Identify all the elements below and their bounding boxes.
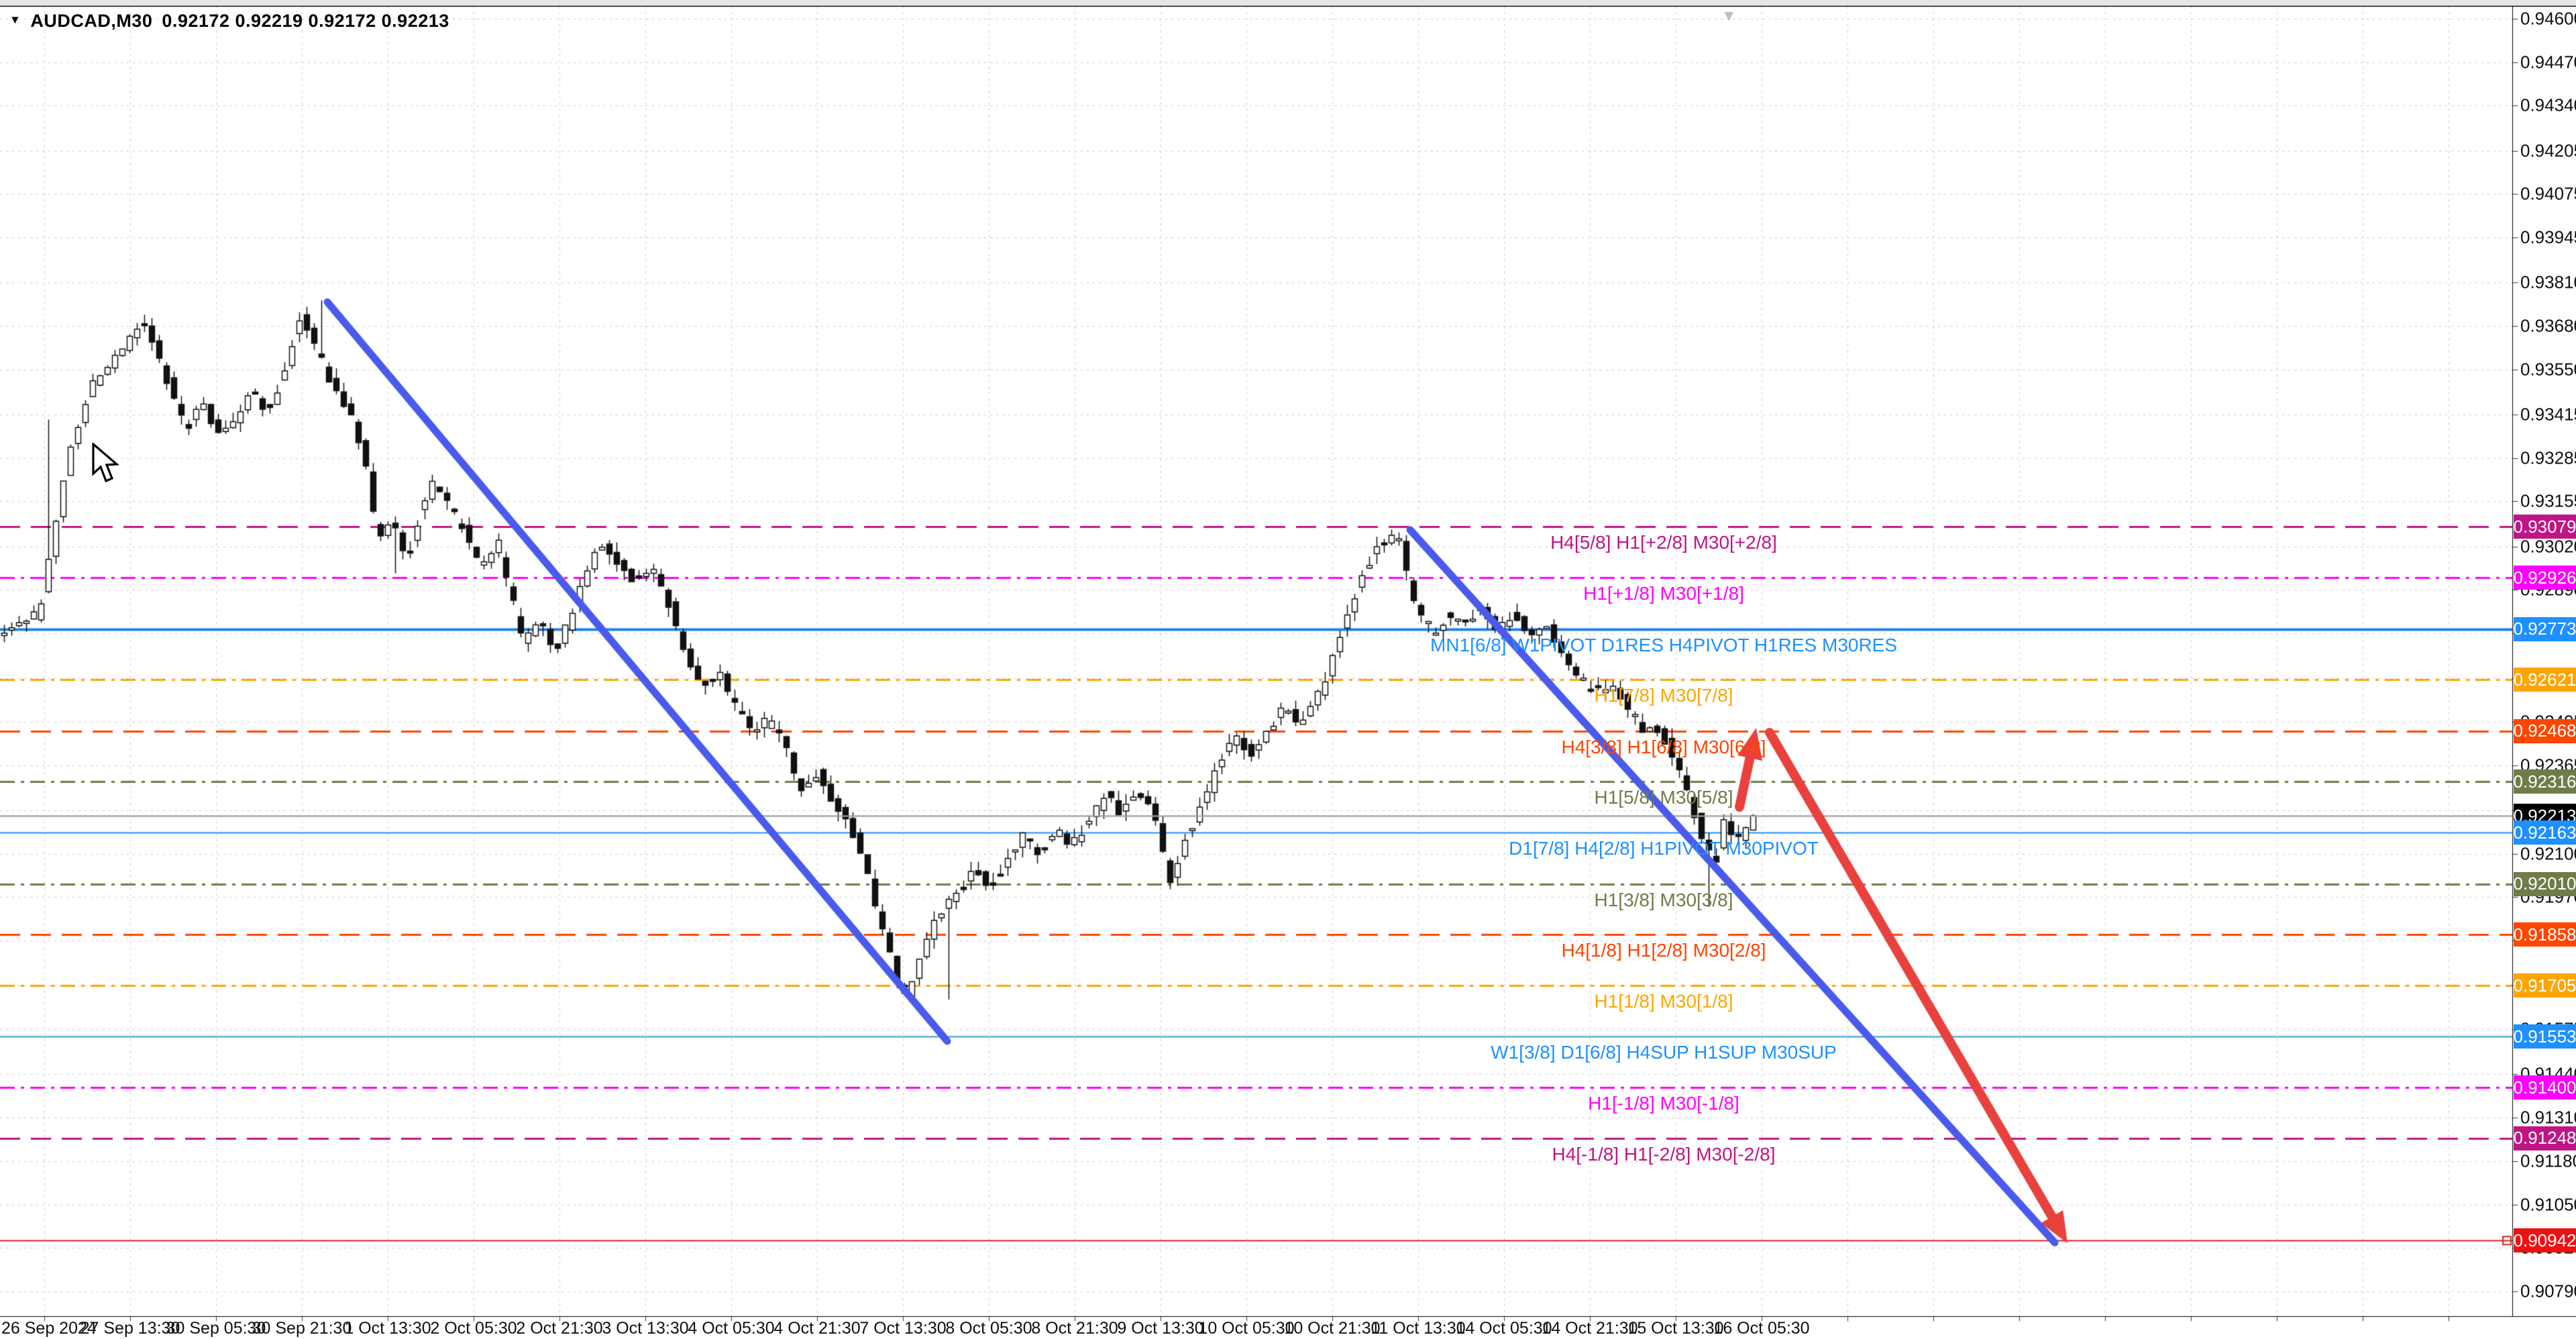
level-label: H1[+1/8] M30[+1/8] [1583, 583, 1744, 604]
window-top-edge [0, 0, 2576, 6]
time-axis-label: 27 Sep 13:30 [80, 1319, 180, 1338]
price-axis-tag: 0.91858 [2514, 922, 2576, 947]
time-axis-label: 4 Oct 21:30 [773, 1319, 861, 1338]
level-label: H1[5/8] M30[5/8] [1594, 787, 1733, 808]
level-label: D1[7/8] H4[2/8] H1PIVOT M30PIVOT [1509, 838, 1819, 859]
price-axis-tag: 0.91553 [2514, 1024, 2576, 1049]
level-label: H4[3/8] H1[6/8] M30[6/8] [1561, 736, 1766, 757]
time-axis-label: 10 Oct 21:30 [1284, 1319, 1381, 1338]
time-axis-label: 14 Oct 21:30 [1542, 1319, 1638, 1338]
level-label: H4[-1/8] H1[-2/8] M30[-2/8] [1552, 1143, 1776, 1165]
price-tick-label: 0.91180 [2520, 1150, 2576, 1171]
price-tick-label: 0.90790 [2520, 1281, 2576, 1301]
level-label: H1[3/8] M30[3/8] [1594, 889, 1733, 910]
level-label: H4[5/8] H1[+2/8] M30[+2/8] [1550, 532, 1777, 553]
time-axis-label: 7 Oct 13:30 [859, 1319, 947, 1338]
price-tick-label: 0.94205 [2520, 140, 2576, 161]
ohlc-values: 0.92172 0.92219 0.92172 0.92213 [162, 11, 449, 31]
level-label: H1[-1/8] M30[-1/8] [1588, 1093, 1739, 1114]
time-axis-label: 26 Sep 2024 [1, 1319, 97, 1338]
time-axis-label: 4 Oct 05:30 [688, 1319, 775, 1338]
price-tick-label: 0.94075 [2520, 183, 2576, 204]
price-axis-tag: 0.92010 [2514, 871, 2576, 896]
time-axis-label: 14 Oct 05:30 [1456, 1319, 1552, 1338]
price-axis-tag: 0.92621 [2514, 667, 2576, 692]
time-axis-label: 9 Oct 13:30 [1117, 1319, 1204, 1338]
time-axis-label: 8 Oct 21:30 [1031, 1319, 1118, 1338]
price-tick-label: 0.93945 [2520, 227, 2576, 248]
price-axis-tag: 0.92468 [2514, 718, 2576, 743]
time-axis-label: 1 Oct 13:30 [344, 1319, 431, 1338]
level-label: W1[3/8] D1[6/8] H4SUP H1SUP M30SUP [1491, 1042, 1837, 1063]
time-axis-label: 3 Oct 13:30 [602, 1319, 689, 1338]
time-axis-label: 15 Oct 13:30 [1627, 1319, 1724, 1338]
time-axis-label: 16 Oct 05:30 [1713, 1319, 1810, 1338]
symbol-timeframe-label: AUDCAD,M30 [30, 11, 153, 31]
time-axis-label: 10 Oct 05:30 [1198, 1319, 1295, 1338]
chart-shift-marker-icon[interactable]: ▼ [1721, 7, 1737, 24]
price-tick-label: 0.93415 [2520, 404, 2576, 425]
price-axis-tag: 0.92316 [2514, 769, 2576, 794]
chart-title: ▼ AUDCAD,M30 0.92172 0.92219 0.92172 0.9… [9, 11, 449, 32]
price-tick-label: 0.93155 [2520, 490, 2576, 511]
price-axis-tag: 0.92163 [2514, 820, 2576, 845]
mouse-cursor-icon [92, 443, 120, 483]
symbol-dropdown-icon[interactable]: ▼ [9, 13, 21, 26]
time-axis-label: 8 Oct 05:30 [945, 1319, 1032, 1338]
time-axis-label: 2 Oct 05:30 [430, 1319, 517, 1338]
time-axis-label: 2 Oct 21:30 [516, 1319, 603, 1338]
level-label: MN1[6/8] W1PIVOT D1RES H4PIVOT H1RES M30… [1430, 634, 1898, 655]
price-tick-label: 0.93285 [2520, 447, 2576, 468]
level-label: H4[1/8] H1[2/8] M30[2/8] [1561, 940, 1766, 961]
level-label: H1[1/8] M30[1/8] [1594, 991, 1733, 1012]
price-axis-tag: 0.91400 [2514, 1075, 2576, 1100]
level-label: H1[7/8] M30[7/8] [1594, 685, 1733, 706]
time-axis-label: 30 Sep 05:30 [166, 1319, 266, 1338]
time-axis-label: 11 Oct 13:30 [1371, 1319, 1466, 1338]
price-axis-tag: 0.91705 [2514, 973, 2576, 998]
price-axis-tag: 0.91248 [2514, 1126, 2576, 1150]
price-axis-tag: 0.93079 [2514, 515, 2576, 539]
price-axis-tag: 0.92773 [2514, 617, 2576, 641]
time-axis-label: 30 Sep 21:30 [252, 1319, 352, 1338]
price-axis-tag: 0.90942 [2514, 1228, 2576, 1253]
price-axis-tag: 0.92926 [2514, 566, 2576, 590]
